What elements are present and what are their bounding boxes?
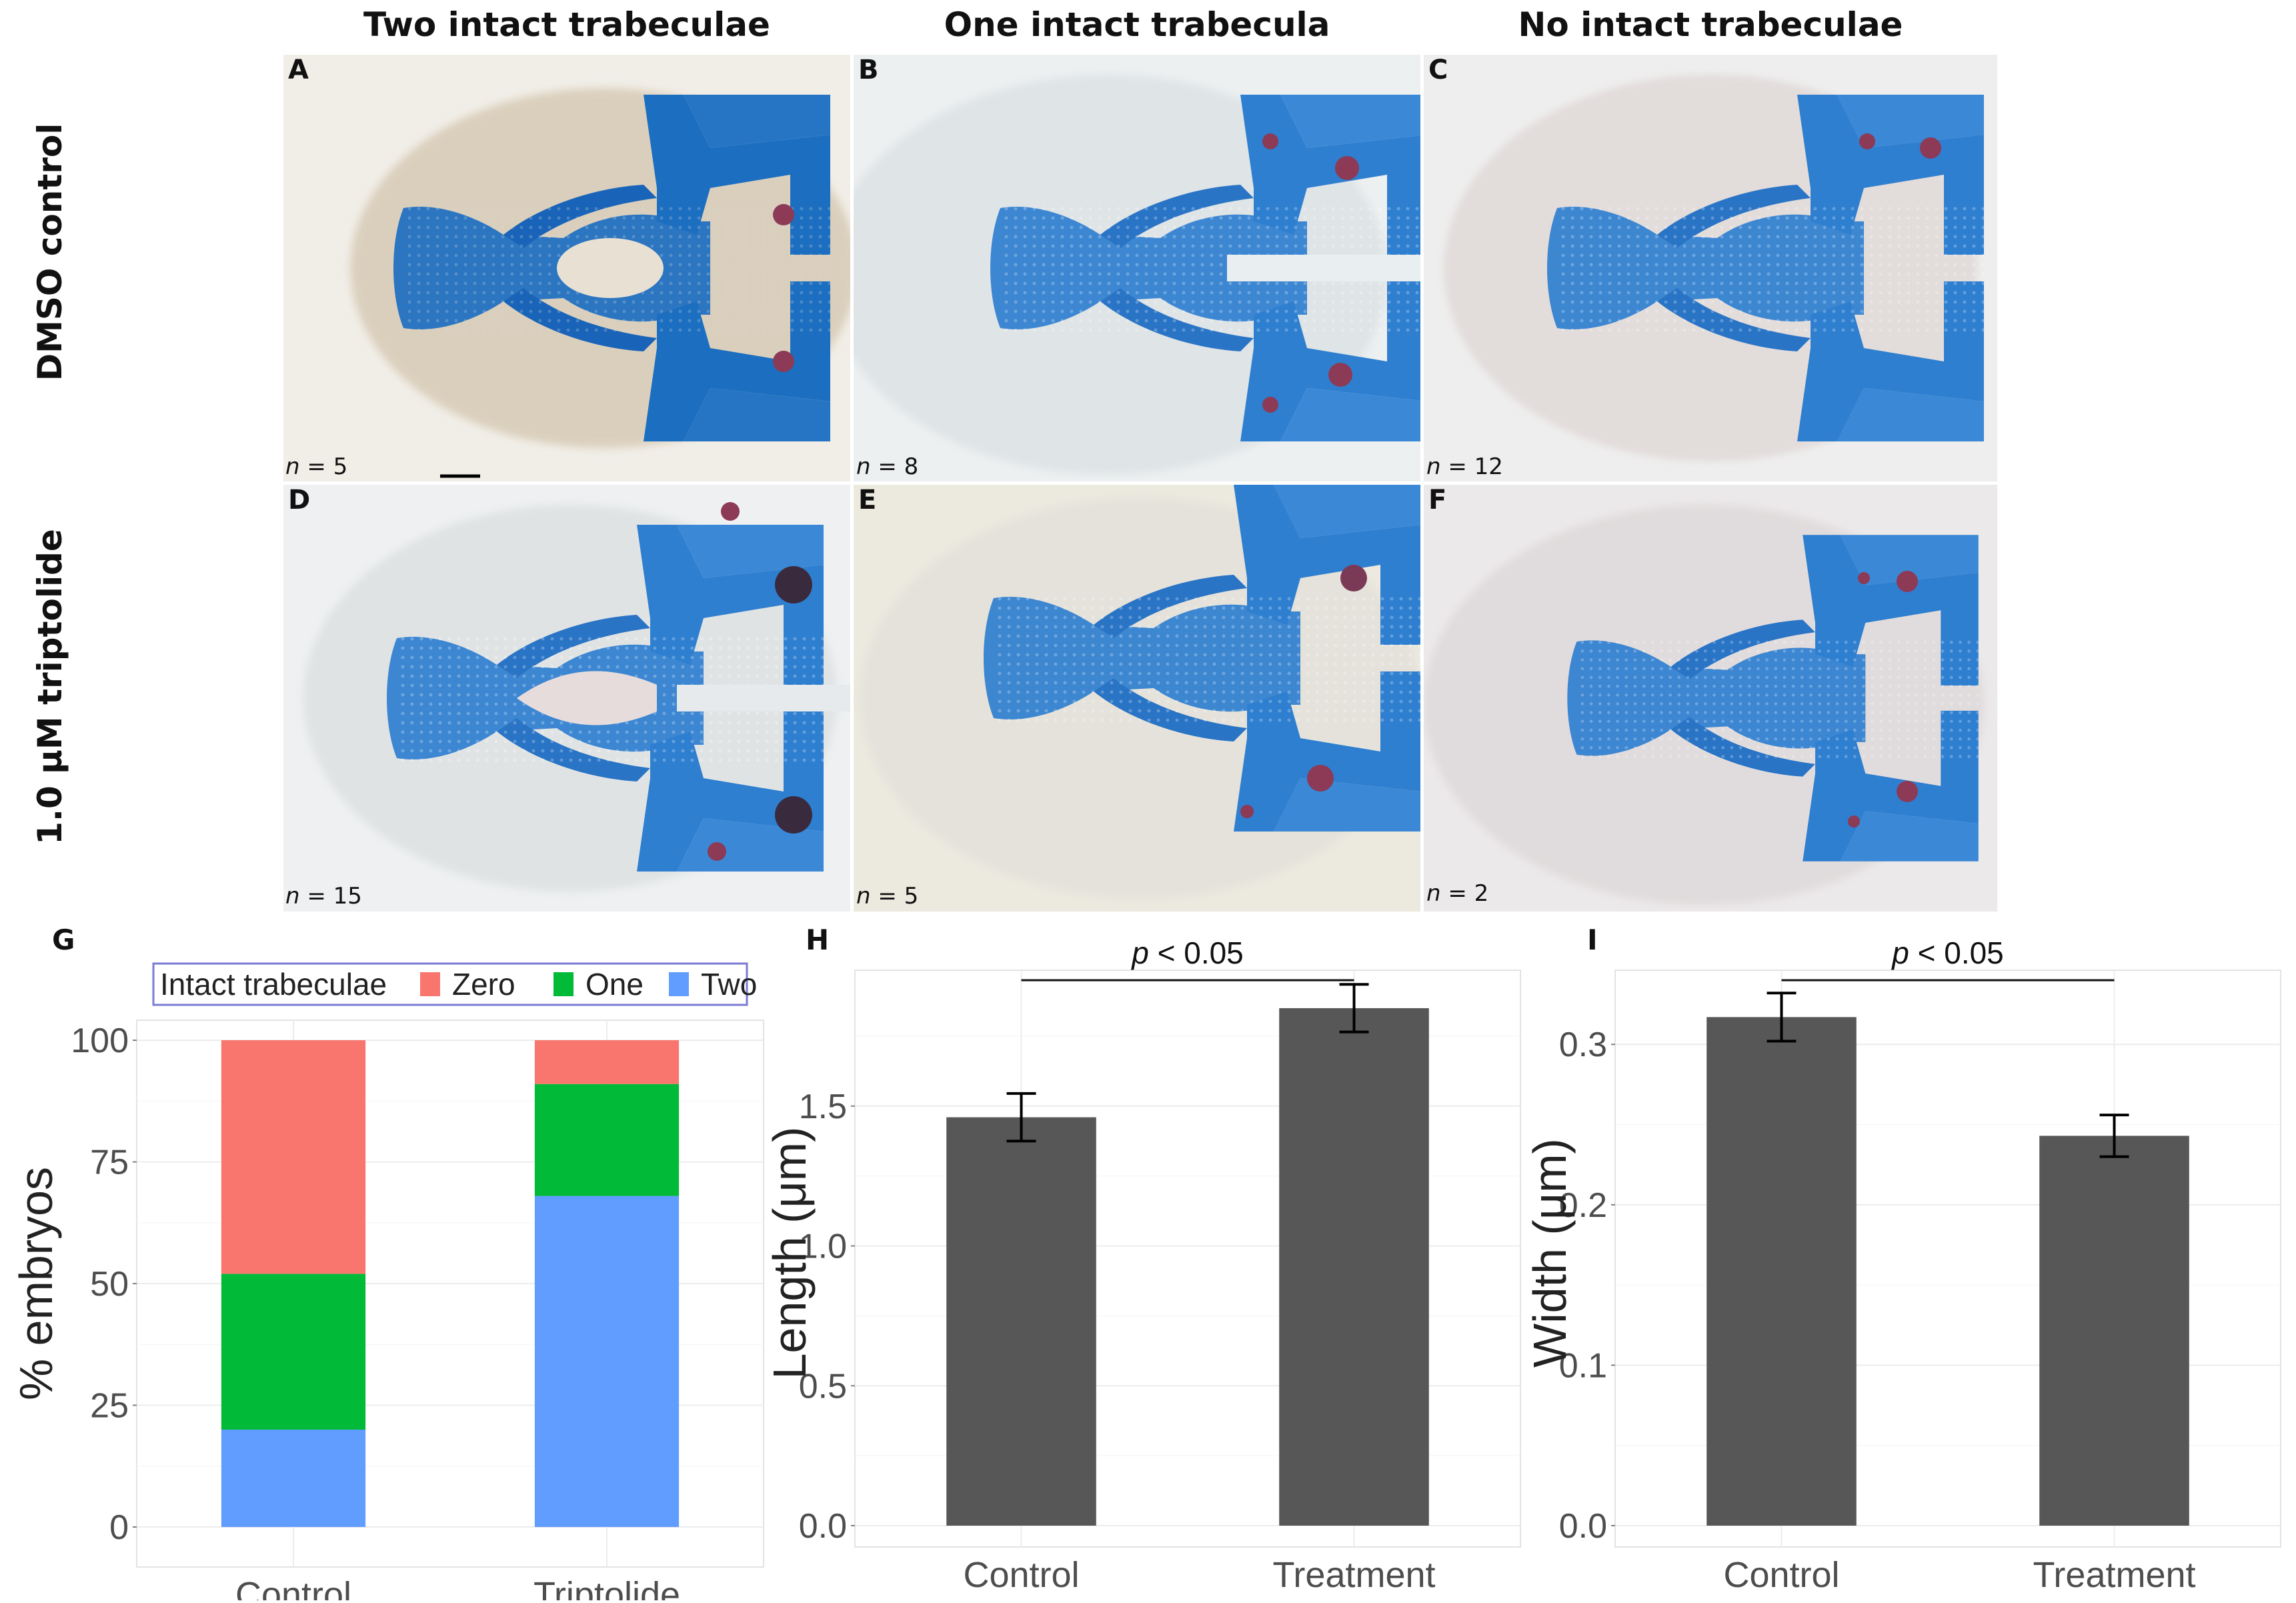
row-title-triptolide: 1.0 μM triptolide — [31, 529, 69, 845]
panel-letter-c: C — [1428, 55, 1448, 85]
panel-letter-e: E — [858, 485, 877, 515]
eye-icon — [775, 796, 812, 834]
eye-icon — [1240, 805, 1254, 818]
legend-box — [152, 962, 748, 1006]
y-tick-label: 100 — [71, 1022, 129, 1060]
y-tick-label: 0.5 — [799, 1367, 847, 1406]
legend-label-two: Two — [701, 967, 757, 1002]
panel-letter-d: D — [288, 485, 311, 515]
y-axis-label: Width (μm) — [1527, 1138, 1576, 1368]
sample-size-c: n = 12 — [1426, 453, 1503, 480]
eye-icon — [721, 502, 740, 521]
bar — [1706, 1017, 1857, 1526]
y-tick-label: 50 — [90, 1265, 129, 1304]
y-tick-label: 0.0 — [799, 1507, 847, 1546]
bar-chart-i: 0.0 0.1 0.2 0.3 Control Treatment p < 0.05 Widt… — [1524, 934, 2294, 1600]
sample-size-e: n = 5 — [856, 883, 919, 910]
eye-icon — [773, 204, 794, 225]
x-tick-label: Control — [235, 1575, 351, 1600]
y-tick-label: 0.2 — [1559, 1186, 1607, 1225]
sample-size-b: n = 8 — [856, 453, 919, 480]
eye-icon — [1307, 765, 1334, 791]
p-value-annotation: p < 0.05 — [1130, 936, 1244, 970]
legend-key-zero — [420, 972, 440, 996]
y-tick-label: 0 — [109, 1508, 129, 1547]
eye-icon — [1262, 133, 1278, 149]
eye-icon — [708, 842, 726, 861]
y-tick-label: 75 — [90, 1144, 129, 1182]
eye-icon — [1897, 781, 1918, 802]
eye-icon — [773, 351, 794, 372]
legend: Intact trabeculae Zero One Two — [152, 962, 757, 1006]
x-tick-label: Triptolide — [533, 1575, 680, 1600]
panel-letter-b: B — [858, 55, 879, 85]
y-tick-label: 0.1 — [1559, 1346, 1607, 1385]
panel-e-image — [854, 485, 1420, 912]
panel-b-image — [854, 55, 1420, 481]
bar-segment-zero — [534, 1040, 680, 1084]
panel-c-image — [1424, 55, 1997, 481]
panel-d-image — [283, 485, 850, 912]
y-tick-label: 0.0 — [1559, 1507, 1607, 1546]
eye-icon — [1262, 397, 1278, 413]
p-value-annotation: p < 0.05 — [1891, 936, 2004, 970]
y-axis-label: Length (μm) — [767, 1127, 816, 1380]
bar-segment-one — [221, 1274, 366, 1430]
legend-title: Intact trabeculae — [160, 967, 387, 1002]
legend-label-one: One — [586, 967, 644, 1002]
column-title-no-intact: No intact trabeculae — [1518, 5, 1903, 44]
column-title-one-intact: One intact trabecula — [944, 5, 1330, 44]
bar-chart-h: 0.0 0.5 1.0 1.5 Control Treatment p < 0.05 Leng… — [764, 934, 1534, 1600]
panel-a-image — [283, 55, 850, 481]
bar-segment-two — [221, 1430, 366, 1527]
panel-f-image — [1424, 485, 1997, 912]
eye-icon — [1859, 133, 1875, 149]
x-tick-label: Control — [963, 1555, 1079, 1595]
panel-letter-h: H — [806, 924, 830, 956]
bar-segment-two — [534, 1196, 680, 1527]
eye-icon — [1920, 137, 1941, 159]
eye-icon — [775, 566, 812, 603]
bar-segment-zero — [221, 1040, 366, 1274]
x-tick-label: Control — [1723, 1555, 1839, 1595]
sample-size-a: n = 5 — [285, 453, 348, 480]
eye-icon — [1328, 363, 1352, 387]
column-title-two-intact: Two intact trabeculae — [363, 5, 770, 44]
eye-icon — [1848, 816, 1860, 828]
bar — [1279, 1008, 1429, 1526]
bar — [946, 1117, 1096, 1526]
bar — [2039, 1136, 2189, 1526]
x-tick-label: Treatment — [1272, 1555, 1435, 1595]
panel-letter-a: A — [288, 55, 309, 85]
eye-icon — [1858, 572, 1870, 584]
legend-label-zero: Zero — [452, 967, 515, 1002]
y-tick-label: 0.3 — [1559, 1026, 1607, 1064]
bar-segment-one — [534, 1084, 680, 1196]
panel-letter-g: G — [52, 924, 75, 956]
legend-key-two — [669, 972, 689, 996]
x-tick-label: Treatment — [2033, 1555, 2195, 1595]
eye-icon — [1897, 571, 1918, 592]
eye-icon — [1340, 565, 1367, 591]
eye-icon — [1335, 156, 1359, 180]
y-tick-label: 1.0 — [799, 1228, 847, 1266]
sample-size-f: n = 2 — [1426, 880, 1489, 907]
y-axis-label: % embryos — [10, 1167, 62, 1400]
panel-letter-i: I — [1587, 924, 1598, 956]
panel-letter-f: F — [1428, 485, 1447, 515]
y-tick-label: 25 — [90, 1387, 129, 1426]
stacked-bar-chart-g: 0 25 50 75 100 Control Triptolide % embryos Inta… — [0, 960, 787, 1603]
row-title-dmso: DMSO control — [31, 123, 69, 381]
sample-size-d: n = 15 — [285, 883, 362, 910]
y-tick-label: 1.5 — [799, 1088, 847, 1126]
legend-key-one — [553, 972, 573, 996]
